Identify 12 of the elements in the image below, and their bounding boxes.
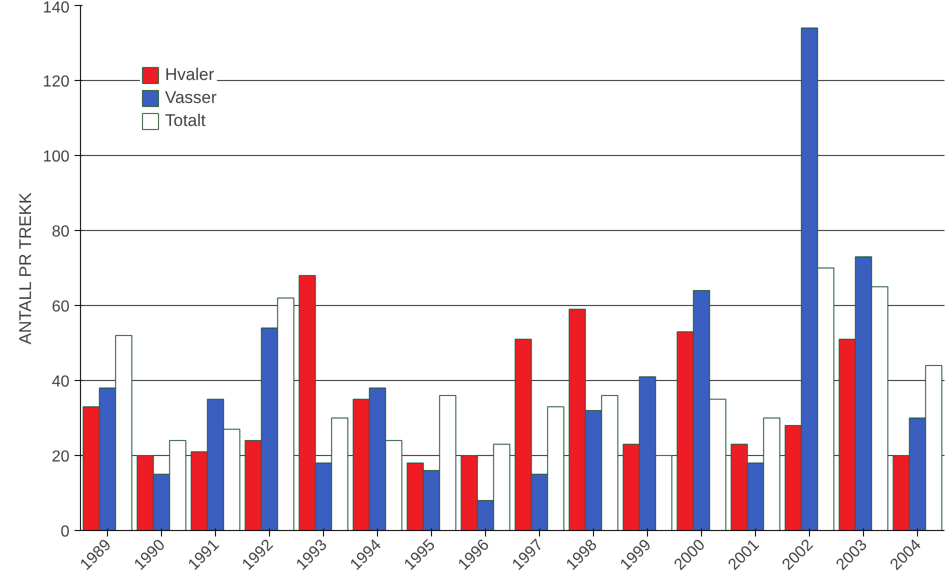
legend-label: Totalt — [165, 111, 206, 131]
y-tick-label: 120 — [42, 74, 70, 90]
y-axis-title: ANTALL PR TREKK — [16, 192, 35, 344]
y-tick-label: 40 — [52, 374, 70, 390]
legend-label: Hvaler — [165, 65, 214, 85]
y-tick-label: 60 — [52, 298, 70, 316]
y-tick-label: 100 — [42, 148, 70, 166]
y-tick-label: 140 — [42, 0, 70, 16]
y-tick-label: 0 — [60, 524, 70, 540]
y-tick-label: 80 — [52, 224, 70, 240]
y-tick-label: 20 — [52, 448, 70, 466]
legend-label: Vasser — [165, 88, 217, 108]
